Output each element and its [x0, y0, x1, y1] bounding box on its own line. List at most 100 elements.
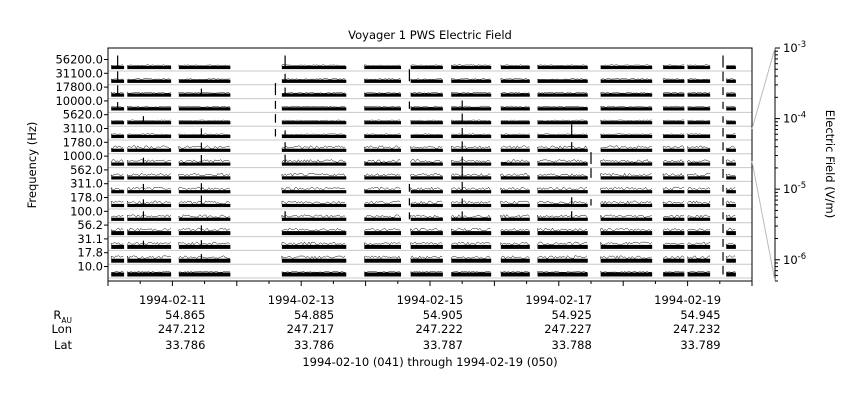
noise-trace — [281, 271, 345, 273]
coverage-band — [687, 244, 711, 249]
coverage-band — [537, 244, 588, 249]
noise-trace — [600, 145, 652, 149]
coverage-band — [281, 134, 347, 139]
coverage-band — [500, 203, 530, 208]
ephemeris-lat-value: 33.786 — [294, 338, 334, 352]
noise-trace — [178, 255, 230, 259]
coverage-band — [281, 244, 347, 249]
ephemeris-lon-value: 247.227 — [544, 322, 592, 336]
coverage-band — [127, 190, 172, 194]
noise-trace — [725, 255, 736, 259]
coverage-band — [726, 65, 736, 70]
noise-trace — [687, 159, 711, 163]
coverage-band — [410, 176, 443, 180]
coverage-band — [687, 121, 711, 125]
coverage-band — [600, 93, 653, 97]
coverage-band — [600, 148, 653, 152]
coverage-band — [663, 258, 685, 263]
coverage-band — [111, 121, 125, 125]
noise-trace — [364, 271, 401, 273]
y-tick-label: 17800.0 — [55, 80, 103, 94]
bursts-layer — [117, 55, 724, 275]
noise-trace — [500, 173, 530, 177]
noise-trace — [687, 105, 711, 108]
noise-trace — [537, 64, 588, 67]
noise-trace — [281, 255, 346, 259]
noise-trace — [410, 255, 443, 259]
noise-trace — [662, 105, 685, 108]
coverage-band — [726, 162, 736, 166]
coverage-band — [663, 121, 685, 125]
coverage-band — [600, 217, 653, 221]
noise-trace — [410, 64, 443, 67]
channels-layer — [108, 64, 752, 279]
ephemeris-r-value: 54.885 — [294, 308, 334, 322]
noise-trace — [687, 187, 711, 191]
noise-trace — [178, 133, 230, 136]
noise-trace — [364, 186, 401, 191]
noise-trace — [410, 200, 443, 205]
channel-row — [108, 270, 752, 279]
coverage-band — [537, 203, 588, 208]
noise-trace — [500, 255, 530, 259]
noise-trace — [600, 270, 652, 273]
coverage-band — [537, 79, 588, 83]
channel-row — [108, 186, 752, 196]
coverage-band — [687, 107, 711, 111]
noise-trace — [600, 227, 652, 232]
noise-trace — [537, 271, 587, 273]
noise-trace — [127, 214, 171, 218]
coverage-band — [178, 217, 231, 221]
coverage-band — [127, 79, 172, 83]
channel-row — [108, 255, 752, 265]
noise-trace — [281, 173, 346, 177]
coverage-band — [726, 272, 736, 277]
noise-trace — [662, 227, 685, 232]
noise-trace — [662, 173, 685, 177]
noise-trace — [600, 172, 652, 177]
noise-trace — [110, 214, 124, 218]
colorbar-tick-label: 10-5 — [783, 181, 806, 196]
noise-trace — [725, 187, 736, 191]
coverage-band — [410, 203, 443, 208]
coverage-band — [663, 190, 685, 194]
y-tick-labels: 56200.031100.017800.010000.05620.03110.0… — [55, 53, 108, 274]
channel-row — [108, 78, 752, 86]
coverage-band — [281, 203, 347, 208]
noise-trace — [410, 186, 443, 191]
ephemeris-r-value: 54.905 — [423, 308, 463, 322]
noise-trace — [662, 186, 685, 191]
coverage-band — [451, 121, 492, 125]
y-tick-label: 1000.0 — [63, 149, 103, 163]
noise-trace — [725, 159, 736, 163]
coverage-band — [127, 134, 172, 139]
noise-trace — [364, 173, 401, 177]
y-tick-label: 17.8 — [77, 246, 103, 260]
coverage-band — [451, 231, 492, 236]
coverage-band — [663, 148, 685, 152]
coverage-band — [726, 231, 736, 236]
noise-trace — [364, 200, 401, 205]
noise-trace — [537, 159, 588, 163]
coverage-band — [451, 176, 492, 180]
y-tick-label: 5620.0 — [63, 108, 103, 122]
noise-trace — [687, 255, 711, 259]
coverage-band — [410, 65, 443, 70]
coverage-band — [663, 217, 685, 221]
coverage-band — [281, 107, 347, 111]
noise-trace — [600, 78, 652, 80]
coverage-band — [600, 107, 653, 111]
coverage-band — [687, 79, 711, 83]
coverage-band — [726, 203, 736, 208]
coverage-band — [500, 65, 530, 70]
noise-trace — [178, 92, 230, 94]
ephemeris-lat-value: 33.786 — [165, 338, 205, 352]
noise-trace — [687, 64, 711, 67]
coverage-band — [410, 93, 443, 97]
noise-trace — [725, 242, 736, 246]
noise-trace — [364, 119, 401, 122]
colorbar-connector-bottom — [751, 160, 776, 282]
noise-trace — [110, 78, 124, 80]
coverage-band — [364, 203, 402, 208]
